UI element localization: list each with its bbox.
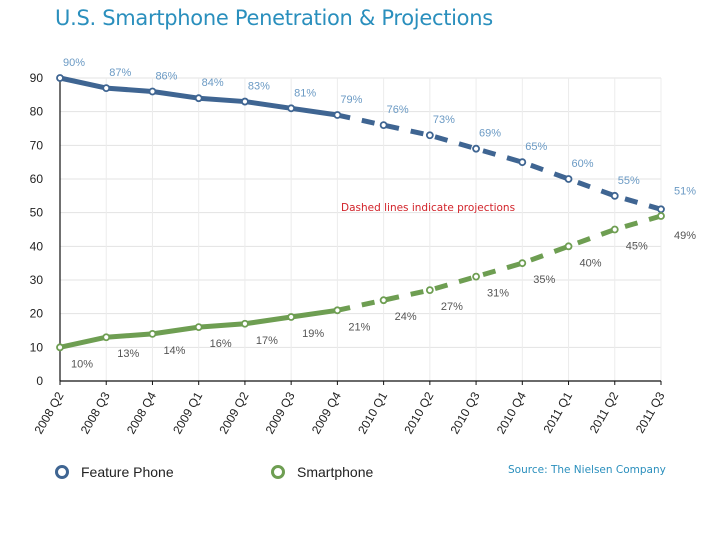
axes (59, 78, 662, 385)
data-label-feature-phone: 86% (155, 70, 177, 82)
data-label-feature-phone: 79% (340, 94, 362, 106)
y-tick-label: 40 (30, 239, 44, 253)
x-tick-label: 2008 Q3 (78, 389, 113, 436)
projection-annotation: Dashed lines indicate projections (341, 202, 515, 214)
data-point-smartphone (333, 306, 342, 315)
data-label-smartphone: 19% (302, 328, 324, 340)
x-tick-label: 2009 Q4 (309, 389, 344, 436)
x-tick-label: 2010 Q4 (494, 389, 529, 436)
data-label-feature-phone: 51% (674, 185, 696, 197)
series-projection-smartphone (336, 213, 662, 313)
series-points (56, 74, 665, 352)
data-label-feature-phone: 73% (433, 114, 455, 126)
data-point-feature-phone (194, 94, 203, 103)
legend-item-smartphone: Smartphone (271, 464, 373, 480)
data-point-feature-phone (564, 175, 573, 183)
data-label-feature-phone: 87% (109, 67, 131, 79)
y-tick-label: 20 (30, 307, 44, 321)
data-label-smartphone: 16% (210, 338, 232, 350)
data-point-feature-phone (657, 205, 665, 214)
y-tick-labels: 0 10 20 30 40 50 60 70 80 90 (30, 71, 44, 388)
data-label-feature-phone: 81% (294, 87, 316, 99)
x-tick-label: 2011 Q1 (540, 389, 575, 435)
data-label-smartphone: 21% (348, 321, 370, 333)
data-point-smartphone (379, 296, 388, 305)
x-tick-label: 2011 Q2 (587, 389, 622, 435)
y-tick-label: 70 (30, 138, 44, 152)
data-label-smartphone: 35% (533, 274, 555, 286)
data-point-smartphone (194, 323, 203, 332)
data-label-smartphone: 24% (395, 311, 417, 323)
data-point-smartphone (610, 225, 619, 234)
data-label-smartphone: 10% (71, 358, 93, 370)
data-label-feature-phone: 55% (618, 175, 640, 187)
data-label-feature-phone: 69% (479, 128, 501, 140)
data-point-feature-phone (472, 144, 480, 153)
data-point-smartphone (518, 259, 527, 268)
data-point-smartphone (425, 286, 434, 295)
legend-label: Smartphone (297, 464, 374, 480)
data-point-smartphone (148, 329, 157, 338)
legend-marker-icon (271, 465, 285, 479)
y-tick-label: 10 (30, 340, 44, 354)
data-point-feature-phone (148, 87, 157, 96)
data-label-smartphone: 27% (441, 301, 463, 313)
data-point-feature-phone (518, 158, 527, 167)
data-point-feature-phone (56, 74, 64, 82)
data-point-smartphone (241, 319, 249, 328)
data-label-feature-phone: 84% (202, 77, 224, 89)
x-tick-label: 2008 Q4 (124, 389, 159, 436)
x-tick-label: 2008 Q2 (31, 389, 66, 436)
data-point-smartphone (564, 242, 573, 251)
data-label-feature-phone: 65% (525, 141, 547, 153)
y-tick-label: 50 (30, 206, 44, 220)
data-label-smartphone: 14% (163, 345, 185, 357)
data-point-feature-phone (610, 191, 619, 200)
x-tick-labels: 2008 Q2 2008 Q3 2008 Q4 2009 Q1 2009 Q2 2009 … (31, 389, 667, 436)
x-tick-label: 2010 Q1 (355, 389, 390, 436)
y-tick-label: 30 (30, 273, 44, 287)
x-tick-label: 2010 Q2 (401, 389, 436, 436)
y-tick-label: 90 (30, 71, 44, 85)
data-point-smartphone (472, 272, 480, 281)
data-label-feature-phone: 60% (572, 158, 594, 170)
y-tick-label: 0 (36, 374, 43, 388)
data-labels: 90% 87% 86% 84% 83% 81% 79% 76% 73% 69% 65% 60% 55% 5… (63, 57, 696, 370)
legend-item-feature-phone: Feature Phone (55, 464, 174, 480)
data-label-smartphone: 49% (674, 230, 696, 242)
data-label-smartphone: 40% (580, 257, 602, 269)
data-point-feature-phone (379, 121, 388, 130)
data-point-feature-phone (102, 84, 111, 92)
x-tick-label: 2011 Q3 (633, 389, 668, 435)
data-label-smartphone: 31% (487, 288, 509, 300)
data-label-feature-phone: 83% (248, 81, 270, 93)
x-tick-label: 2009 Q2 (216, 389, 251, 436)
series-projection-feature-phone (336, 112, 662, 212)
source-note: Source: The Nielsen Company (508, 464, 666, 476)
x-tick-label: 2009 Q3 (263, 389, 298, 436)
data-point-smartphone (657, 212, 665, 220)
data-label-feature-phone: 90% (63, 57, 85, 69)
data-point-smartphone (287, 313, 296, 321)
x-tick-label: 2009 Q1 (170, 389, 205, 436)
data-label-smartphone: 13% (117, 348, 139, 360)
data-point-feature-phone (241, 97, 249, 106)
data-point-feature-phone (287, 104, 296, 113)
data-point-feature-phone (425, 131, 434, 140)
data-label-smartphone: 45% (626, 241, 648, 253)
data-label-feature-phone: 76% (387, 104, 409, 116)
y-tick-label: 60 (30, 172, 44, 186)
legend-label: Feature Phone (81, 464, 174, 480)
x-tick-label: 2010 Q3 (448, 389, 483, 436)
data-label-smartphone: 17% (256, 335, 278, 347)
data-point-smartphone (102, 333, 111, 342)
chart-title: U.S. Smartphone Penetration & Projection… (55, 6, 493, 30)
legend-marker-icon (55, 465, 69, 479)
y-tick-label: 80 (30, 105, 44, 119)
data-point-smartphone (56, 343, 64, 352)
data-point-feature-phone (333, 111, 342, 119)
